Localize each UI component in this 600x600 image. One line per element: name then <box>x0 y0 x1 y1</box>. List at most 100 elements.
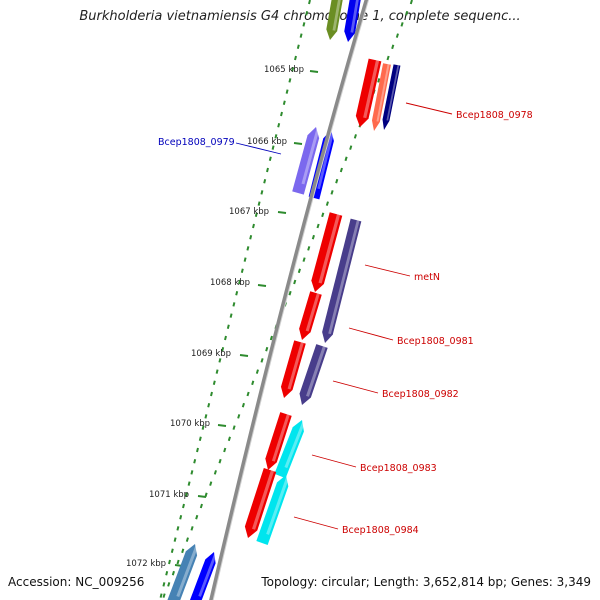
kbp-tick <box>217 424 227 427</box>
tick-dot <box>210 391 213 397</box>
leader-line <box>235 142 282 155</box>
kbp-label: 1069 kbp <box>191 349 231 359</box>
gene-highlight <box>386 65 400 121</box>
gene-label: Bcep1808_0984 <box>342 525 419 536</box>
tick-dot <box>167 582 171 587</box>
tick-dot <box>246 246 250 251</box>
gene-highlight <box>305 293 320 332</box>
tick-dot <box>240 268 244 274</box>
accession-text: Accession: NC_009256 <box>8 575 145 589</box>
gene-label: Bcep1808_0983 <box>360 463 437 474</box>
tick-dot <box>277 122 281 128</box>
tick-dot <box>198 436 202 442</box>
tick-dot <box>190 470 194 475</box>
tick-dot <box>249 234 253 240</box>
tick-dot <box>162 582 166 587</box>
kbp-label: 1067 kbp <box>229 207 269 217</box>
tick-dot <box>339 167 343 173</box>
tick-dot <box>215 369 219 374</box>
tick-dot <box>349 145 353 150</box>
leader-line <box>311 454 357 468</box>
tick-dot <box>254 212 258 218</box>
tick-dot <box>263 178 267 184</box>
gene-highlight <box>318 214 341 284</box>
tick-dot <box>260 358 264 363</box>
gene-arrow <box>371 63 391 131</box>
tick-dot <box>325 201 329 206</box>
gene-highlight <box>271 414 290 462</box>
tick-dot <box>173 537 177 542</box>
tick-dot <box>391 44 395 50</box>
gene-highlight <box>376 64 390 122</box>
kbp-label: 1065 kbp <box>264 65 304 75</box>
tick-dot <box>204 414 208 419</box>
tick-dot <box>227 436 231 442</box>
kbp-ticks <box>174 70 319 567</box>
gene-arrow <box>299 291 322 340</box>
tick-dot <box>195 514 199 520</box>
tick-dot <box>266 167 269 173</box>
tick-dot <box>190 526 194 531</box>
tick-dot <box>265 346 269 352</box>
gene-label: Bcep1808_0979 <box>158 137 235 148</box>
tick-dot <box>297 268 301 274</box>
tick-dot <box>235 290 239 296</box>
tick-dot <box>288 78 292 83</box>
kbp-tick <box>257 284 267 287</box>
gene-arrow <box>280 340 306 398</box>
gene-highlight <box>317 130 335 190</box>
gene-highlight <box>198 552 218 597</box>
gene-arrow <box>311 212 343 292</box>
gene-arrow <box>355 58 382 128</box>
gene-highlight <box>176 544 199 598</box>
tick-dot <box>285 89 289 94</box>
tick-dot <box>207 402 211 408</box>
tick-dot <box>229 313 233 318</box>
gene-highlight <box>328 220 360 335</box>
tick-dot <box>302 22 306 27</box>
kbp-label: 1066 kbp <box>247 137 287 147</box>
tick-dot <box>280 111 283 117</box>
tick-dot <box>176 526 180 531</box>
tick-dot <box>294 55 297 61</box>
gene-arrow <box>292 127 320 195</box>
kbp-labels: 1065 kbp 1066 kbp 1067 kbp 1068 kbp 1069 kbp… <box>126 65 304 569</box>
tick-dot <box>182 503 185 509</box>
leader-line <box>332 380 379 394</box>
gene-label: Bcep1808_0978 <box>456 110 533 121</box>
kbp-label: 1072 kbp <box>126 559 166 569</box>
gene-highlight <box>252 470 275 530</box>
tick-dot <box>353 134 357 139</box>
tick-dot <box>296 44 300 50</box>
tick-dot <box>226 324 230 330</box>
gene-highlight <box>301 127 320 185</box>
tick-dot <box>212 380 216 386</box>
tick-dot <box>201 425 205 430</box>
tick-dot <box>185 537 189 542</box>
tick-dot <box>218 358 222 363</box>
tick-dot <box>199 503 203 509</box>
tick-dot <box>335 178 339 184</box>
gene-label: metN <box>414 272 440 283</box>
gene-labels: Bcep1808_0978 Bcep1808_0979 metN Bcep1808_0… <box>158 110 533 536</box>
tick-dot <box>268 156 272 162</box>
gene-arrow <box>265 412 292 470</box>
tick-dot <box>409 0 413 5</box>
gene-arrow <box>167 544 198 600</box>
tick-dot <box>181 548 185 554</box>
tick-dot <box>196 447 199 453</box>
tick-dot <box>400 22 404 27</box>
tick-dot <box>165 570 169 576</box>
topology-text: Topology: circular; Length: 3,652,814 bp… <box>261 575 591 589</box>
tick-dot <box>170 548 174 554</box>
gene-arrow <box>326 0 343 40</box>
gene-highlight <box>287 342 304 390</box>
tick-dot <box>232 425 236 430</box>
tick-dot <box>302 257 306 262</box>
kbp-label: 1071 kbp <box>149 490 189 500</box>
kbp-tick <box>197 495 207 498</box>
tick-dot <box>171 570 175 576</box>
backbone-highlight <box>212 0 370 600</box>
tick-dot <box>209 481 213 486</box>
